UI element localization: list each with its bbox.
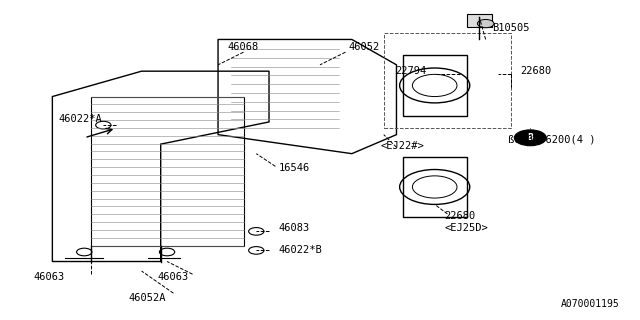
Text: ß010006200(4 ): ß010006200(4 )	[508, 134, 595, 144]
Text: 22680: 22680	[521, 66, 552, 76]
Text: 46022*B: 46022*B	[278, 245, 323, 255]
Bar	[467, 14, 492, 27]
Circle shape	[515, 130, 546, 146]
Text: 22680
<EJ25D>: 22680 <EJ25D>	[444, 211, 488, 233]
Text: 22794: 22794	[395, 66, 426, 76]
Circle shape	[248, 228, 264, 235]
Circle shape	[477, 20, 494, 28]
Text: 46063: 46063	[33, 272, 65, 282]
Circle shape	[248, 247, 264, 254]
Text: 46068: 46068	[228, 42, 259, 52]
Text: 46052: 46052	[349, 42, 380, 52]
Circle shape	[96, 121, 111, 129]
Text: B10505: B10505	[492, 23, 529, 33]
Text: <EJ22#>: <EJ22#>	[381, 141, 424, 151]
Text: 46022*A: 46022*A	[59, 114, 102, 124]
Bar	[384, 33, 511, 128]
Text: 46063: 46063	[157, 272, 189, 282]
Text: 46083: 46083	[278, 223, 310, 233]
Text: 16546: 16546	[278, 163, 310, 173]
Text: 46052A: 46052A	[129, 293, 166, 303]
Text: A070001195: A070001195	[561, 299, 620, 309]
Text: B: B	[527, 133, 533, 142]
